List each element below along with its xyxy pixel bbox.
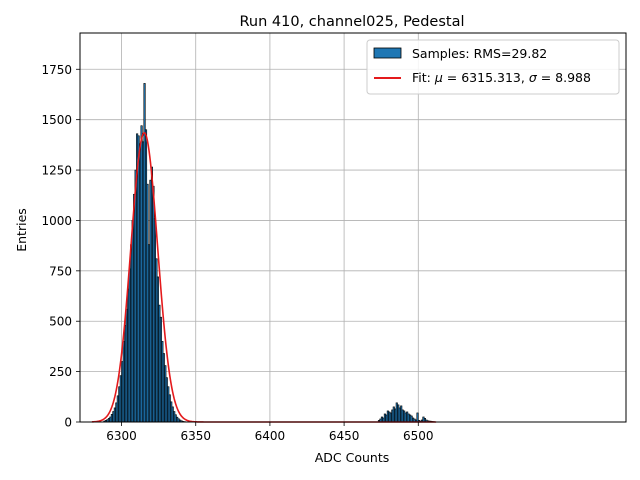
x-tick-label: 6400 [255, 429, 286, 443]
x-axis-ticks: 6300 6350 6400 6450 6500 [106, 422, 434, 443]
x-tick-label: 6350 [180, 429, 211, 443]
chart-title: Run 410, channel025, Pedestal [239, 14, 464, 30]
y-tick-label: 0 [64, 416, 72, 430]
histogram-bars [103, 83, 435, 423]
x-tick-label: 6500 [403, 429, 434, 443]
y-axis-ticks: 0 250 500 750 1000 1250 1500 1750 [41, 63, 80, 430]
legend-fit-prefix: Fit: [412, 70, 435, 85]
x-axis-title: ADC Counts [315, 450, 390, 465]
legend-histogram-swatch [373, 47, 402, 59]
y-tick-label: 500 [49, 315, 72, 329]
y-tick-label: 1500 [41, 113, 72, 127]
legend-fit-mu-value: = 6315.313, [443, 70, 529, 85]
y-tick-label: 750 [49, 264, 72, 278]
y-tick-label: 250 [49, 365, 72, 379]
legend-fit-label: Fit: μ = 6315.313, σ = 8.988 [412, 70, 591, 85]
plot-frame [79, 32, 627, 423]
legend-fit-sigma-value: = 8.988 [537, 70, 591, 85]
legend-fit-mu-symbol: μ [434, 70, 443, 85]
y-tick-label: 1000 [41, 214, 72, 228]
x-tick-label: 6300 [106, 429, 137, 443]
legend-histogram-label: Samples: RMS=29.82 [412, 46, 547, 61]
legend-box [366, 39, 620, 95]
x-tick-label: 6450 [329, 429, 360, 443]
legend: Samples: RMS=29.82 Fit: μ = 6315.313, σ … [366, 39, 620, 95]
y-axis-title: Entries [14, 208, 29, 252]
legend-fit-sigma-symbol: σ [529, 70, 538, 85]
y-tick-label: 1750 [41, 63, 72, 77]
y-tick-label: 1250 [41, 164, 72, 178]
